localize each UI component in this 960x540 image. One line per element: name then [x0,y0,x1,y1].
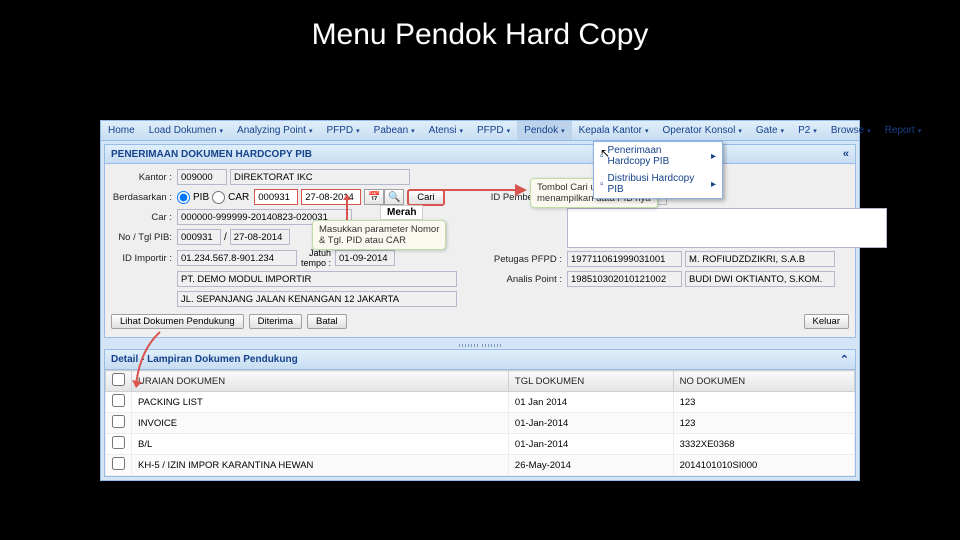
row-checkbox[interactable] [112,457,125,470]
arrow-cari [430,183,530,197]
grid-cell: INVOICE [132,413,509,434]
radio-pib-label: PIB [193,192,209,203]
jatuh-label: Jatuh tempo : [297,248,335,268]
grid-cell: 26-May-2014 [508,455,673,476]
batal-button[interactable]: Batal [307,314,347,329]
slide-title: Menu Pendok Hard Copy [0,0,960,62]
petugas-label: Petugas PFPD : [477,254,567,265]
arrow-lihat [130,330,170,390]
notgl-date [230,229,290,245]
grid-cell: 123 [673,392,854,413]
table-row[interactable]: INVOICE01-Jan-2014123 [106,413,855,434]
splitter[interactable] [101,341,859,349]
diterima-button[interactable]: Diterima [249,314,302,329]
notgl-label: No / Tgl PIB: [109,232,177,243]
menu-operator-konsol[interactable]: Operator Konsol▾ [656,121,749,140]
menu-pabean[interactable]: Pabean▾ [367,121,422,140]
grid-cell: 3332XE0368 [673,434,854,455]
table-row[interactable]: KH-5 / IZIN IMPOR KARANTINA HEWAN26-May-… [106,455,855,476]
grid-cell: 01-Jan-2014 [508,434,673,455]
menu-kepala-kantor[interactable]: Kepala Kantor▾ [572,121,656,140]
table-row[interactable]: B/L01-Jan-20143332XE0368 [106,434,855,455]
attachment-grid: URAIAN DOKUMENTGL DOKUMENNO DOKUMEN PACK… [105,370,855,476]
menu-pfpd[interactable]: PFPD▾ [319,121,366,140]
panel-header: PENERIMAAN DOKUMEN HARDCOPY PIB « [105,145,855,164]
menu-gate[interactable]: Gate▾ [749,121,791,140]
grid-cell: KH-5 / IZIN IMPOR KARANTINA HEWAN [132,455,509,476]
grid-col[interactable]: TGL DOKUMEN [508,371,673,392]
analis-name [685,271,835,287]
radio-car[interactable] [212,191,225,204]
menu-atensi[interactable]: Atensi▾ [422,121,470,140]
pendok-dropdown: ▫Penerimaan Hardcopy PIB▸▫Distribusi Har… [593,141,723,199]
detail-header: Detail - Lampiran Dokumen Pendukung ⌃ [105,350,855,370]
detail-collapse-icon[interactable]: ⌃ [840,353,849,366]
idimp-label: ID Importir : [109,253,177,264]
pemberitahu-text [567,208,887,248]
panel-title: PENERIMAAN DOKUMEN HARDCOPY PIB [111,149,312,160]
car-label: Car : [109,212,177,223]
menu-analyzing-point[interactable]: Analyzing Point▾ [230,121,319,140]
jatuh-value [335,250,395,266]
callout-param: Masukkan parameter Nomor & Tgl. PID atau… [312,220,446,250]
idimp-value [177,250,297,266]
row-checkbox[interactable] [112,415,125,428]
radio-car-label: CAR [228,192,249,203]
menu-load-dokumen[interactable]: Load Dokumen▾ [142,121,230,140]
menu-pendok[interactable]: Pendok▾ [517,121,571,140]
table-row[interactable]: PACKING LIST01 Jan 2014123 [106,392,855,413]
detail-panel: Detail - Lampiran Dokumen Pendukung ⌃ UR… [104,349,856,477]
lihat-button[interactable]: Lihat Dokumen Pendukung [111,314,244,329]
petugas-name [685,251,835,267]
notgl-no [177,229,221,245]
analis-code [567,271,682,287]
cursor-icon: ↖ [600,146,610,160]
grid-cell: 01-Jan-2014 [508,413,673,434]
keluar-button[interactable]: Keluar [804,314,849,329]
dropdown-item[interactable]: ▫Penerimaan Hardcopy PIB▸ [594,142,722,170]
grid-cell: PACKING LIST [132,392,509,413]
row-checkbox[interactable] [112,394,125,407]
kantor-code [177,169,227,185]
menu-pfpd[interactable]: PFPD▾ [470,121,517,140]
select-all[interactable] [112,373,125,386]
kantor-label: Kantor : [109,172,177,183]
menu-p2[interactable]: P2▾ [791,121,824,140]
main-panel: PENERIMAAN DOKUMEN HARDCOPY PIB « Kantor… [104,144,856,338]
grid-cell: 2014101010SI000 [673,455,854,476]
radio-pib[interactable] [177,191,190,204]
grid-cell: 01 Jan 2014 [508,392,673,413]
menu-home[interactable]: Home [101,121,142,140]
menubar: HomeLoad Dokumen▾Analyzing Point▾PFPD▾Pa… [101,121,859,141]
menu-report[interactable]: Report▾ [878,121,929,140]
menu-browse[interactable]: Browse▾ [824,121,878,140]
collapse-icon[interactable]: « [843,148,849,160]
petugas-code [567,251,682,267]
importir-name [177,271,457,287]
app-window: HomeLoad Dokumen▾Analyzing Point▾PFPD▾Pa… [100,120,860,481]
dropdown-item[interactable]: ▫Distribusi Hardcopy PIB▸ [594,170,722,198]
grid-cell: B/L [132,434,509,455]
row-checkbox[interactable] [112,436,125,449]
berdasarkan-label: Berdasarkan : [109,192,177,203]
calendar-icon[interactable]: 📅 [364,189,384,205]
grid-col[interactable]: URAIAN DOKUMEN [132,371,509,392]
analis-label: Analis Point : [477,274,567,285]
arrow-param [340,194,354,222]
alamat-value [177,291,457,307]
grid-col[interactable]: NO DOKUMEN [673,371,854,392]
action-buttons: Lihat Dokumen Pendukung Diterima Batal K… [109,310,851,333]
pib-no-input[interactable] [254,189,298,205]
merah-badge: Merah [380,205,423,220]
grid-cell: 123 [673,413,854,434]
kantor-name [230,169,410,185]
lookup-icon[interactable]: 🔍 [384,189,404,205]
